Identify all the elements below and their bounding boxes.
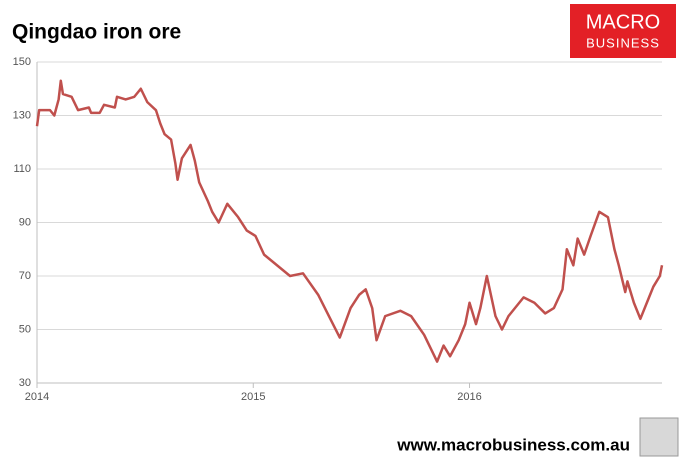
logo-box [570,4,676,58]
x-tick-label: 2016 [457,391,481,403]
y-tick-label: 130 [13,109,31,121]
footer-url: www.macrobusiness.com.au [396,435,630,454]
logo-bottom: BUSINESS [586,35,660,50]
x-tick-label: 2015 [241,391,265,403]
y-tick-label: 150 [13,56,31,68]
y-tick-label: 50 [19,323,31,335]
logo-top: MACRO [586,11,660,33]
y-tick-label: 110 [13,163,31,175]
wolf-icon [639,417,679,457]
y-tick-label: 30 [19,377,31,389]
x-tick-label: 2014 [25,391,49,403]
y-tick-label: 70 [19,270,31,282]
data-line [35,79,664,363]
chart-title: Qingdao iron ore [12,21,181,44]
y-tick-label: 90 [19,216,31,228]
